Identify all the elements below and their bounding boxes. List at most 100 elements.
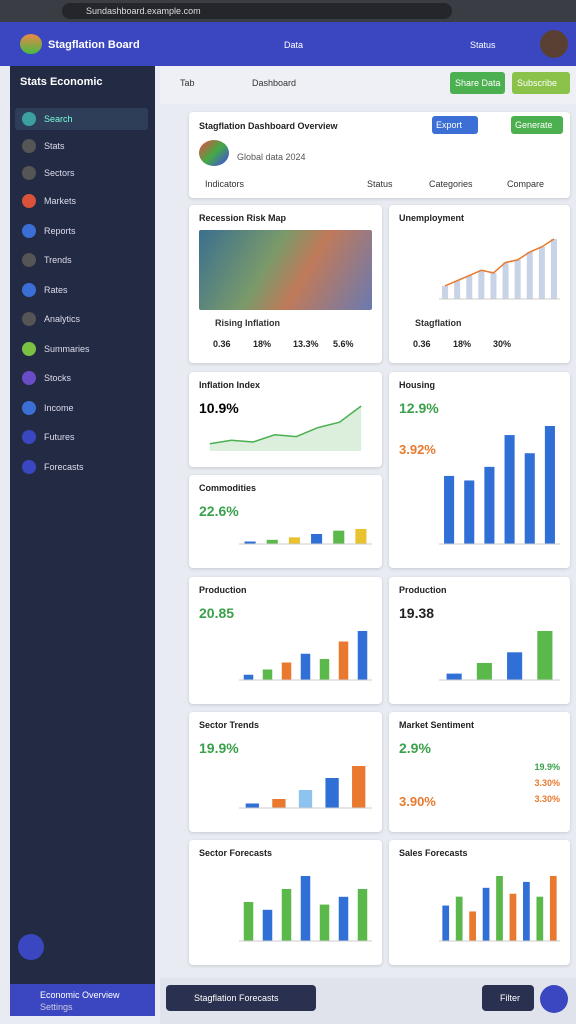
card-value: 19.9%: [199, 740, 239, 756]
browser-bar: Sundashboard.example.com: [0, 0, 576, 22]
stat: 0.36: [413, 339, 431, 349]
bar: [514, 259, 521, 299]
bar: [469, 911, 476, 941]
url[interactable]: Sundashboard.example.com: [86, 6, 201, 16]
tab[interactable]: Tab: [180, 78, 195, 88]
bar: [444, 475, 455, 544]
card-value: 3.90%: [399, 794, 436, 809]
card: Production 19.38: [389, 577, 570, 704]
tab[interactable]: Dashboard: [252, 78, 297, 88]
area: [209, 406, 362, 451]
card: Production 20.85: [189, 577, 382, 704]
bar: [544, 426, 555, 544]
bar: [523, 881, 530, 941]
nav-item[interactable]: Rates: [44, 284, 68, 295]
nav-item[interactable]: Summaries: [44, 343, 90, 354]
sidebar-footer[interactable]: Economic Overview: [40, 990, 120, 1000]
nav-item[interactable]: Analytics: [44, 314, 81, 324]
card-value: 3.92%: [399, 442, 436, 457]
nav-item[interactable]: Search: [44, 114, 73, 124]
brand: Stagflation Board: [48, 39, 140, 51]
toolbar: Tab Dashboard Share Data Subscribe: [160, 66, 576, 104]
sidebar: Stats Economic Economic Overview Setting…: [10, 66, 155, 1016]
bar: [490, 272, 497, 299]
bar: [311, 534, 323, 544]
nav-icon: [22, 112, 36, 126]
button[interactable]: Filter: [482, 985, 534, 1011]
nav-icon: [22, 430, 36, 444]
card: Sector Trends 19.9%: [189, 712, 382, 832]
summary-title: Stagflation Dashboard Overview: [199, 121, 338, 131]
card-title: Inflation Index: [199, 380, 261, 390]
bar: [243, 674, 254, 680]
card: Recession Risk Map Rising Inflation 0.36 18…: [189, 205, 382, 363]
bar: [509, 893, 517, 941]
nav-icon: [22, 139, 36, 153]
nav-item[interactable]: Futures: [44, 432, 75, 442]
bar: [466, 275, 473, 299]
nav-icon: [22, 312, 36, 326]
map: [199, 230, 372, 310]
bar: [507, 652, 523, 680]
bar: [550, 239, 557, 299]
nav-item[interactable]: Sectors: [44, 168, 75, 178]
bar: [442, 905, 450, 941]
bar: [262, 669, 273, 680]
card-title: Recession Risk Map: [199, 213, 287, 223]
line: [209, 405, 362, 445]
button[interactable]: Subscribe: [512, 72, 570, 94]
sidebar-footer-sub: Settings: [40, 1002, 73, 1012]
nav-item[interactable]: Forecasts: [44, 461, 84, 472]
nav-highlight: [15, 108, 148, 130]
button[interactable]: Export: [432, 116, 478, 134]
bar: [325, 778, 339, 808]
nav-icon: [22, 253, 36, 267]
nav-item[interactable]: Stats: [44, 141, 65, 151]
filter[interactable]: Indicators: [205, 179, 245, 189]
summary-subtitle: Global data 2024: [237, 152, 306, 162]
chart: [439, 426, 560, 545]
card-footer: Rising Inflation: [215, 318, 280, 328]
nav-item[interactable]: Stocks: [44, 373, 72, 383]
card-title: Sector Trends: [199, 720, 260, 730]
button[interactable]: Generate: [511, 116, 563, 134]
card-title: Unemployment: [399, 213, 465, 223]
nav-item[interactable]: Trends: [44, 255, 72, 265]
filter[interactable]: Compare: [507, 179, 545, 189]
chart: [239, 766, 372, 809]
bar: [482, 887, 490, 941]
card-title: Production: [199, 585, 247, 595]
bar: [319, 904, 330, 941]
nav-item[interactable]: Income: [44, 402, 74, 413]
header-item[interactable]: Status: [470, 40, 496, 50]
card: Unemployment Stagflation 0.36 18% 30%: [389, 205, 570, 363]
chart: [239, 876, 372, 942]
search[interactable]: Stagflation Forecasts: [166, 985, 316, 1011]
bar: [262, 909, 273, 941]
filter[interactable]: Status: [367, 179, 393, 189]
sidebar-title: Stats Economic: [20, 76, 103, 88]
card-footer: Stagflation: [415, 318, 462, 328]
bar: [281, 662, 292, 680]
header-item[interactable]: Data: [284, 40, 304, 50]
filter[interactable]: Categories: [429, 179, 473, 189]
nav-item[interactable]: Reports: [44, 225, 76, 236]
stat: 3.30%: [534, 778, 560, 788]
stat: 5.6%: [333, 339, 354, 349]
bar: [288, 537, 300, 544]
bar: [538, 246, 545, 299]
stat: 13.3%: [293, 339, 319, 349]
card: Sector Forecasts: [189, 840, 382, 965]
nav-item[interactable]: Markets: [44, 196, 77, 206]
bar: [454, 280, 461, 299]
card: Housing 12.9% 3.92%: [389, 372, 570, 568]
chart: [239, 631, 372, 681]
bar: [357, 631, 368, 680]
button[interactable]: Share Data: [450, 72, 505, 94]
bar: [526, 252, 533, 299]
bar: [338, 896, 349, 941]
fab[interactable]: [540, 985, 568, 1013]
bar: [537, 631, 553, 680]
bar: [319, 659, 330, 680]
card-value: 12.9%: [399, 400, 439, 416]
